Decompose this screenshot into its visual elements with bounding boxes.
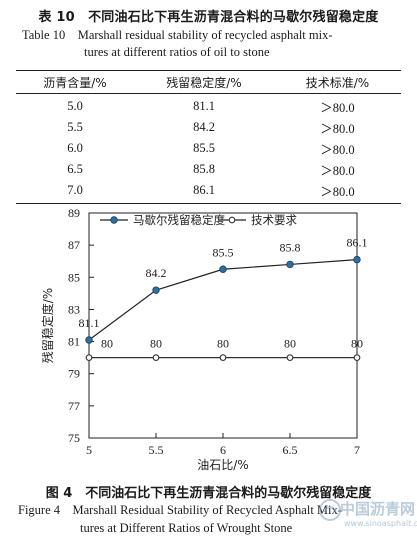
x-tick-label: 5 xyxy=(86,443,92,457)
table-row: 5.5 84.2 ＞80.0 xyxy=(16,117,401,138)
chart-axes: 75 77 79 81 83 85 87 89 5 5.5 6 6.5 7 油石比/% 残留稳定度/% xyxy=(40,206,360,472)
table-header-row: 沥青含量/% 残留稳定度/% 技术标准/% xyxy=(16,71,401,94)
table-cell: 85.5 xyxy=(193,141,215,155)
table-caption-english: Table 10 Marshall residual stability of … xyxy=(22,27,402,61)
table-cell: 6.5 xyxy=(67,162,83,176)
y-tick-label: 83 xyxy=(68,302,80,316)
x-tick-label: 7 xyxy=(354,443,360,457)
watermark-logo-icon xyxy=(319,499,341,521)
data-label-requirement: 80 xyxy=(101,337,113,351)
table-cell: 86.1 xyxy=(193,183,215,197)
figure-caption-english-line2: tures at Different Ratios of Wrought Sto… xyxy=(80,521,293,535)
y-tick-label: 75 xyxy=(68,431,80,445)
data-label-residual-stability: 85.5 xyxy=(213,245,234,259)
table-cell: 81.1 xyxy=(193,99,215,113)
x-tick-label: 5.5 xyxy=(149,443,164,457)
line-chart: 75 77 79 81 83 85 87 89 5 5.5 6 6.5 7 油石比/% 残留稳定度/% 81… xyxy=(40,206,368,472)
table-cell: 85.8 xyxy=(193,162,215,176)
data-point-residual-stability xyxy=(152,286,160,294)
y-tick-label: 81 xyxy=(68,335,80,349)
y-tick-label: 85 xyxy=(68,270,80,284)
chart-series xyxy=(85,255,361,361)
data-table: 沥青含量/% 残留稳定度/% 技术标准/% 5.0 81.1 ＞80.0 5.5… xyxy=(16,70,401,204)
table-cell: 6.0 xyxy=(67,141,83,155)
table-row: 6.5 85.8 ＞80.0 xyxy=(16,159,401,180)
data-point-requirement xyxy=(85,354,93,361)
table-row: 7.0 86.1 ＞80.0 xyxy=(16,180,401,201)
table-cell: ＞80.0 xyxy=(320,101,355,115)
watermark: 中国沥青网 www.sinoasphalt.com xyxy=(318,496,417,538)
data-point-residual-stability xyxy=(286,260,294,269)
data-point-requirement xyxy=(152,354,160,361)
figure-caption-english: Figure 4 Marshall Residual Stability of … xyxy=(18,501,410,537)
table-caption-english-line1: Table 10 Marshall residual stability of … xyxy=(22,28,333,42)
table-cell: 5.5 xyxy=(67,120,83,134)
data-point-requirement xyxy=(353,354,361,361)
y-tick-label: 77 xyxy=(68,399,80,413)
figure-caption-english-line1: Figure 4 Marshall Residual Stability of … xyxy=(18,503,342,517)
table-cell: 7.0 xyxy=(67,183,83,197)
data-label-residual-stability: 81.1 xyxy=(79,316,100,330)
data-point-residual-stability xyxy=(353,255,361,264)
y-tick-label: 79 xyxy=(68,367,80,381)
data-label-residual-stability: 86.1 xyxy=(347,236,368,250)
data-label-requirement: 80 xyxy=(351,337,363,351)
y-tick-label: 89 xyxy=(68,206,80,220)
legend-label-requirement: 技术要求 xyxy=(251,213,297,227)
table-cell: ＞80.0 xyxy=(320,122,355,136)
data-point-residual-stability xyxy=(219,265,227,273)
table-cell: 84.2 xyxy=(193,120,215,134)
table-cell: ＞80.0 xyxy=(320,185,355,199)
figure-caption-chinese: 图 4 不同油石比下再生沥青混合料的马歇尔残留稳定度 xyxy=(45,486,372,501)
chart-legend: 马歇尔残留稳定度 技术要求 xyxy=(100,213,297,227)
table-header-cell: 技术标准/% xyxy=(305,75,370,90)
watermark-text: 中国沥青网 xyxy=(340,500,416,518)
table-header-cell: 沥青含量/% xyxy=(43,75,107,90)
x-tick-label: 6.5 xyxy=(283,443,298,457)
data-label-requirement: 80 xyxy=(150,337,162,351)
table-cell: 5.0 xyxy=(67,99,83,113)
x-tick-label: 6 xyxy=(220,443,226,457)
data-point-requirement xyxy=(286,354,294,361)
table-row: 6.0 85.5 ＞80.0 xyxy=(16,138,401,159)
x-axis-label: 油石比/% xyxy=(197,458,248,472)
table-cell: ＞80.0 xyxy=(320,143,355,157)
data-label-requirement: 80 xyxy=(217,337,229,351)
data-point-requirement xyxy=(219,354,227,361)
legend-marker-residual-stability xyxy=(110,216,118,224)
data-label-requirement: 80 xyxy=(284,337,296,351)
y-axis-label: 残留稳定度/% xyxy=(40,288,55,363)
table-caption-chinese: 表 10 不同油石比下再生沥青混合料的马歇尔残留稳定度 xyxy=(38,10,379,25)
table-body: 5.0 81.1 ＞80.0 5.5 84.2 ＞80.0 6.0 85.5 ＞… xyxy=(16,94,401,203)
table-header-cell: 残留稳定度/% xyxy=(166,75,242,90)
legend-label-residual-stability: 马歇尔残留稳定度 xyxy=(133,213,225,227)
y-tick-label: 87 xyxy=(68,238,80,252)
table-caption-english-line2: tures at different ratios of oil to ston… xyxy=(84,45,270,59)
data-point-residual-stability xyxy=(85,336,93,344)
data-label-residual-stability: 84.2 xyxy=(146,266,167,280)
watermark-url: www.sinoasphalt.com xyxy=(344,519,417,528)
data-label-residual-stability: 85.8 xyxy=(280,240,301,254)
table-row: 5.0 81.1 ＞80.0 xyxy=(16,96,401,117)
table-cell: ＞80.0 xyxy=(320,164,355,178)
legend-marker-requirement xyxy=(228,216,236,224)
